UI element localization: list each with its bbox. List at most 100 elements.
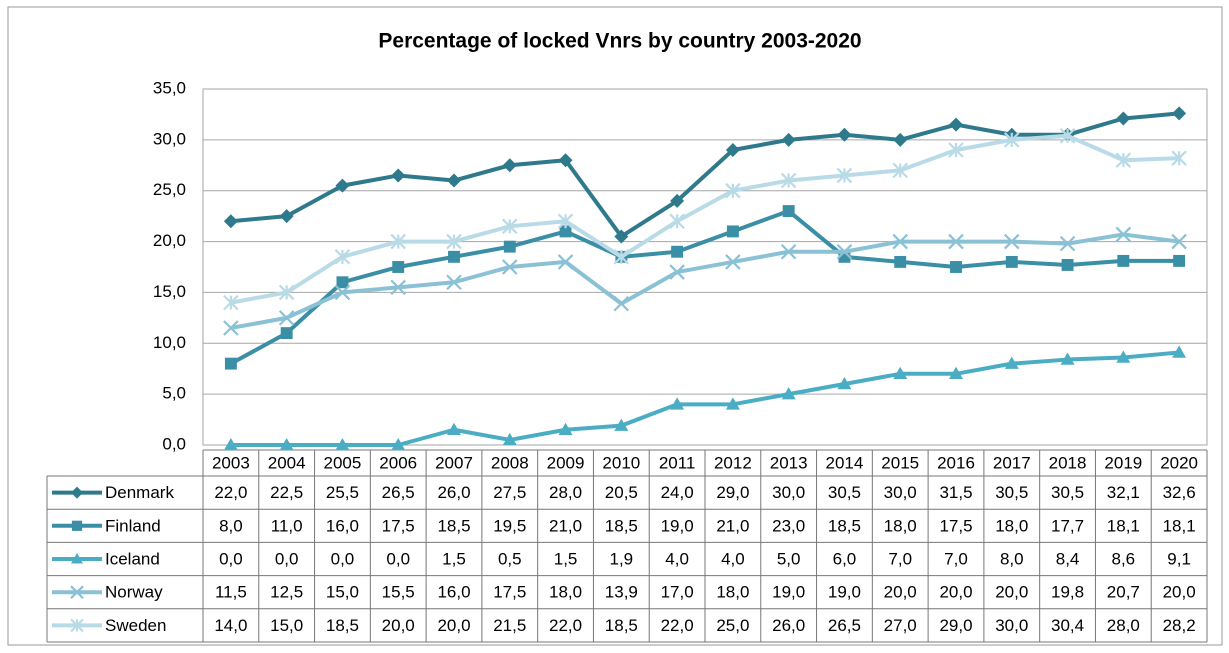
marker: [223, 294, 239, 311]
marker: [447, 422, 461, 435]
marker: [614, 229, 629, 244]
x-tick-label: 2007: [435, 453, 473, 472]
table-value: 30,0: [995, 616, 1028, 635]
table-value: 22,0: [549, 616, 582, 635]
table-value: 11,5: [215, 583, 247, 602]
table-value: 21,5: [493, 616, 526, 635]
table-value: 20,0: [995, 583, 1028, 602]
marker: [335, 438, 350, 451]
table-value: 15,5: [382, 583, 415, 602]
chart-title: Percentage of locked Vnrs by country 200…: [378, 30, 861, 53]
x-tick-label: 2016: [937, 453, 975, 472]
table-value: 25,5: [326, 483, 359, 502]
marker: [893, 132, 908, 147]
marker: [71, 553, 83, 564]
table-value: 0,5: [498, 549, 522, 568]
table-value: 20,0: [1163, 583, 1196, 602]
x-tick-label: 2015: [881, 453, 919, 472]
marker: [894, 255, 907, 268]
table-value: 19,8: [1051, 583, 1084, 602]
y-tick-label: 20,0: [153, 231, 186, 250]
table-value: 29,0: [939, 616, 972, 635]
marker: [71, 486, 83, 499]
marker: [279, 209, 294, 224]
table-value: 11,0: [271, 516, 303, 535]
marker: [71, 520, 83, 531]
table-value: 7,0: [888, 549, 912, 568]
x-tick-label: 2008: [491, 453, 529, 472]
marker: [1171, 233, 1187, 250]
marker: [892, 162, 908, 179]
marker: [448, 250, 460, 263]
marker: [1004, 132, 1020, 148]
plot-border: [202, 88, 1208, 446]
x-tick-label: 2005: [324, 453, 362, 472]
x-tick-label: 2014: [826, 453, 864, 472]
marker: [446, 233, 462, 250]
y-tick-label: 25,0: [153, 180, 186, 199]
x-tick-label: 2017: [993, 453, 1031, 472]
marker: [70, 585, 84, 599]
table-value: 12,5: [270, 583, 303, 602]
table-value: 8,0: [219, 516, 243, 535]
table-value: 15,0: [326, 583, 359, 602]
marker: [781, 132, 796, 147]
marker: [223, 214, 238, 229]
table-value: 28,0: [1107, 616, 1140, 635]
legend-label: Denmark: [105, 483, 174, 502]
marker: [1117, 254, 1130, 267]
x-tick-label: 2012: [714, 453, 752, 472]
table-value: 27,5: [493, 483, 526, 502]
table-value: 27,0: [884, 616, 917, 635]
table-value: 26,5: [828, 616, 861, 635]
table-value: 30,4: [1051, 616, 1084, 635]
table-value: 5,0: [777, 549, 801, 568]
table-value: 0,0: [219, 549, 243, 568]
marker: [559, 225, 572, 238]
marker: [335, 178, 350, 193]
table-value: 1,5: [554, 549, 578, 568]
table-value: 18,1: [1163, 516, 1196, 535]
table-value: 18,5: [437, 516, 470, 535]
marker: [557, 254, 574, 270]
table-value: 8,0: [1000, 549, 1024, 568]
marker: [950, 261, 962, 273]
table-value: 15,0: [270, 616, 303, 635]
marker: [391, 168, 406, 183]
table-value: 18,5: [605, 516, 638, 535]
marker: [1116, 111, 1131, 126]
table-value: 28,2: [1163, 616, 1196, 635]
table-value: 28,0: [549, 483, 582, 502]
marker: [224, 357, 237, 370]
table-value: 4,0: [665, 549, 689, 568]
x-tick-label: 2006: [379, 453, 417, 472]
table-value: 24,0: [661, 483, 694, 502]
table-value: 30,0: [772, 483, 805, 502]
table-value: 30,5: [995, 483, 1028, 502]
table-value: 18,5: [828, 516, 861, 535]
marker: [671, 245, 684, 258]
x-tick-label: 2003: [212, 453, 250, 472]
table-value: 30,0: [884, 483, 917, 502]
marker: [502, 218, 518, 235]
table-value: 21,0: [716, 516, 749, 535]
table-value: 20,0: [939, 583, 972, 602]
table-value: 18,0: [716, 583, 749, 602]
table-value: 22,5: [270, 483, 303, 502]
x-tick-label: 2020: [1160, 453, 1198, 472]
table-value: 25,0: [716, 616, 749, 635]
marker: [725, 397, 740, 410]
marker: [780, 243, 797, 260]
marker: [670, 397, 685, 410]
marker: [614, 418, 629, 431]
marker: [336, 276, 349, 289]
marker: [70, 618, 84, 633]
legend-label: Iceland: [105, 549, 160, 568]
marker: [1171, 150, 1187, 166]
marker: [892, 233, 908, 250]
table-value: 13,9: [605, 583, 638, 602]
marker: [726, 225, 739, 238]
x-tick-label: 2010: [602, 453, 640, 472]
marker: [223, 438, 238, 451]
